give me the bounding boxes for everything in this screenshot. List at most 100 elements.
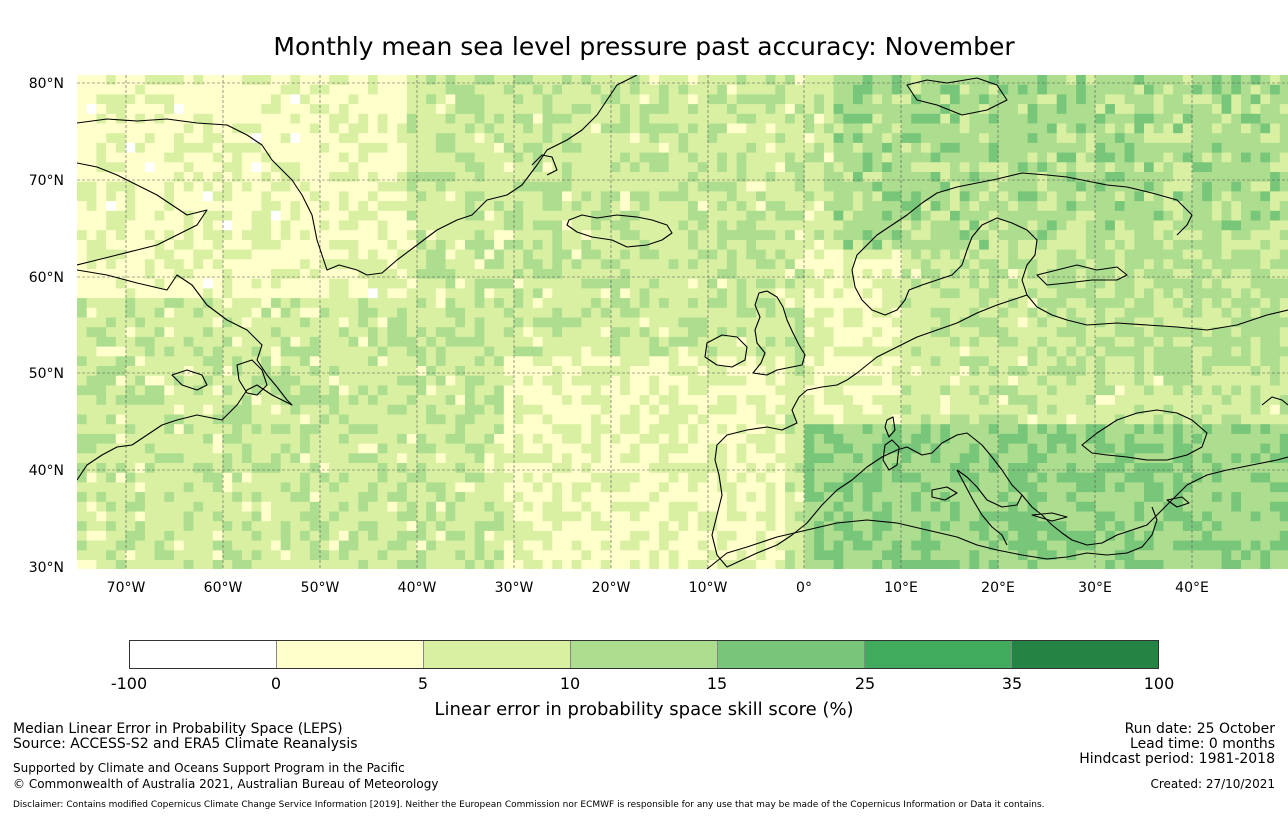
skill-cell: [562, 191, 573, 202]
skill-cell: [1124, 317, 1135, 328]
skill-cell: [562, 395, 573, 406]
skill-cell: [377, 162, 388, 173]
skill-cell: [920, 142, 932, 154]
skill-cell: [1250, 220, 1261, 231]
skill-cell: [426, 239, 437, 251]
skill-cell: [435, 327, 447, 338]
skill-cell: [1173, 75, 1184, 86]
skill-cell: [1231, 104, 1242, 115]
skill-cell: [756, 191, 767, 202]
skill-cell: [1192, 162, 1203, 173]
skill-cell: [106, 104, 117, 115]
skill-cell: [697, 191, 708, 202]
skill-cell: [212, 239, 223, 251]
skill-cell: [1231, 75, 1242, 86]
skill-cell: [901, 84, 912, 95]
skill-cell: [1076, 162, 1087, 173]
skill-cell: [717, 104, 728, 115]
skill-cell: [1192, 239, 1203, 251]
skill-cell: [853, 404, 864, 415]
skill-cell: [1076, 259, 1087, 270]
skill-cell: [174, 404, 185, 415]
skill-cell: [988, 259, 999, 270]
skill-cell: [1192, 395, 1203, 406]
skill-cell: [387, 75, 398, 86]
skill-cell: [1173, 239, 1184, 251]
skill-cell: [552, 230, 563, 241]
skill-cell: [697, 327, 708, 338]
skill-cell: [532, 375, 544, 386]
skill-cell: [1124, 162, 1135, 173]
skill-cell: [1037, 327, 1048, 338]
skill-cell: [1095, 84, 1106, 95]
skill-cell: [309, 414, 320, 425]
skill-cell: [940, 259, 951, 270]
skill-cell: [542, 230, 553, 241]
skill-cell: [678, 113, 689, 124]
skill-cell: [552, 191, 563, 202]
skill-cell: [979, 385, 990, 396]
skill-cell: [775, 307, 786, 318]
skill-cell: [86, 327, 97, 338]
skill-cell: [552, 269, 563, 280]
skill-cell: [1017, 336, 1029, 348]
skill-cell: [1144, 220, 1155, 231]
skill-cell: [804, 75, 815, 86]
skill-cell: [756, 123, 767, 134]
skill-cell: [348, 75, 359, 86]
skill-cell: [513, 385, 524, 396]
skill-cell: [804, 181, 815, 192]
skill-cell: [1037, 239, 1048, 251]
skill-cell: [338, 317, 350, 328]
skill-cell: [600, 259, 611, 270]
skill-cell: [406, 317, 417, 328]
skill-cell: [387, 191, 398, 202]
skill-cell: [765, 142, 776, 154]
skill-cell: [1279, 424, 1288, 435]
skill-cell: [969, 152, 980, 163]
skill-cell: [1027, 259, 1038, 270]
skill-cell: [620, 181, 631, 192]
skill-cell: [1085, 307, 1096, 318]
skill-cell: [387, 123, 398, 134]
skill-cell: [1017, 414, 1029, 425]
skill-cell: [804, 346, 815, 357]
skill-cell: [290, 201, 301, 212]
skill-cell: [484, 123, 495, 134]
skill-cell: [717, 336, 728, 348]
skill-cell: [261, 75, 272, 86]
skill-cell: [950, 288, 961, 299]
skill-cell: [135, 346, 146, 357]
skill-cell: [930, 113, 941, 124]
skill-cell: [930, 249, 941, 260]
skill-cell: [1144, 269, 1155, 280]
skill-cell: [930, 123, 941, 134]
skill-cell: [455, 220, 466, 231]
skill-cell: [804, 133, 815, 144]
skill-cell: [1270, 152, 1281, 163]
skill-cell: [911, 104, 922, 115]
skill-cell: [1105, 336, 1116, 348]
skill-cell: [794, 453, 805, 464]
skill-cell: [377, 84, 388, 95]
skill-cell: [290, 433, 301, 445]
skill-cell: [726, 162, 738, 173]
skill-cell: [591, 181, 602, 192]
skill-cell: [1153, 307, 1164, 318]
skill-cell: [1182, 317, 1193, 328]
skill-cell: [358, 375, 369, 386]
skill-cell: [775, 404, 786, 415]
skill-cell: [212, 298, 223, 309]
skill-cell: [455, 181, 466, 192]
skill-cell: [241, 317, 253, 328]
skill-cell: [862, 220, 873, 231]
skill-cell: [756, 404, 767, 415]
skill-cell: [1056, 404, 1067, 415]
skill-cell: [1134, 75, 1145, 86]
skill-cell: [465, 75, 476, 86]
skill-cell: [843, 414, 854, 425]
skill-cell: [882, 239, 893, 251]
skill-cell: [950, 230, 961, 241]
skill-cell: [406, 162, 417, 173]
skill-cell: [969, 307, 980, 318]
